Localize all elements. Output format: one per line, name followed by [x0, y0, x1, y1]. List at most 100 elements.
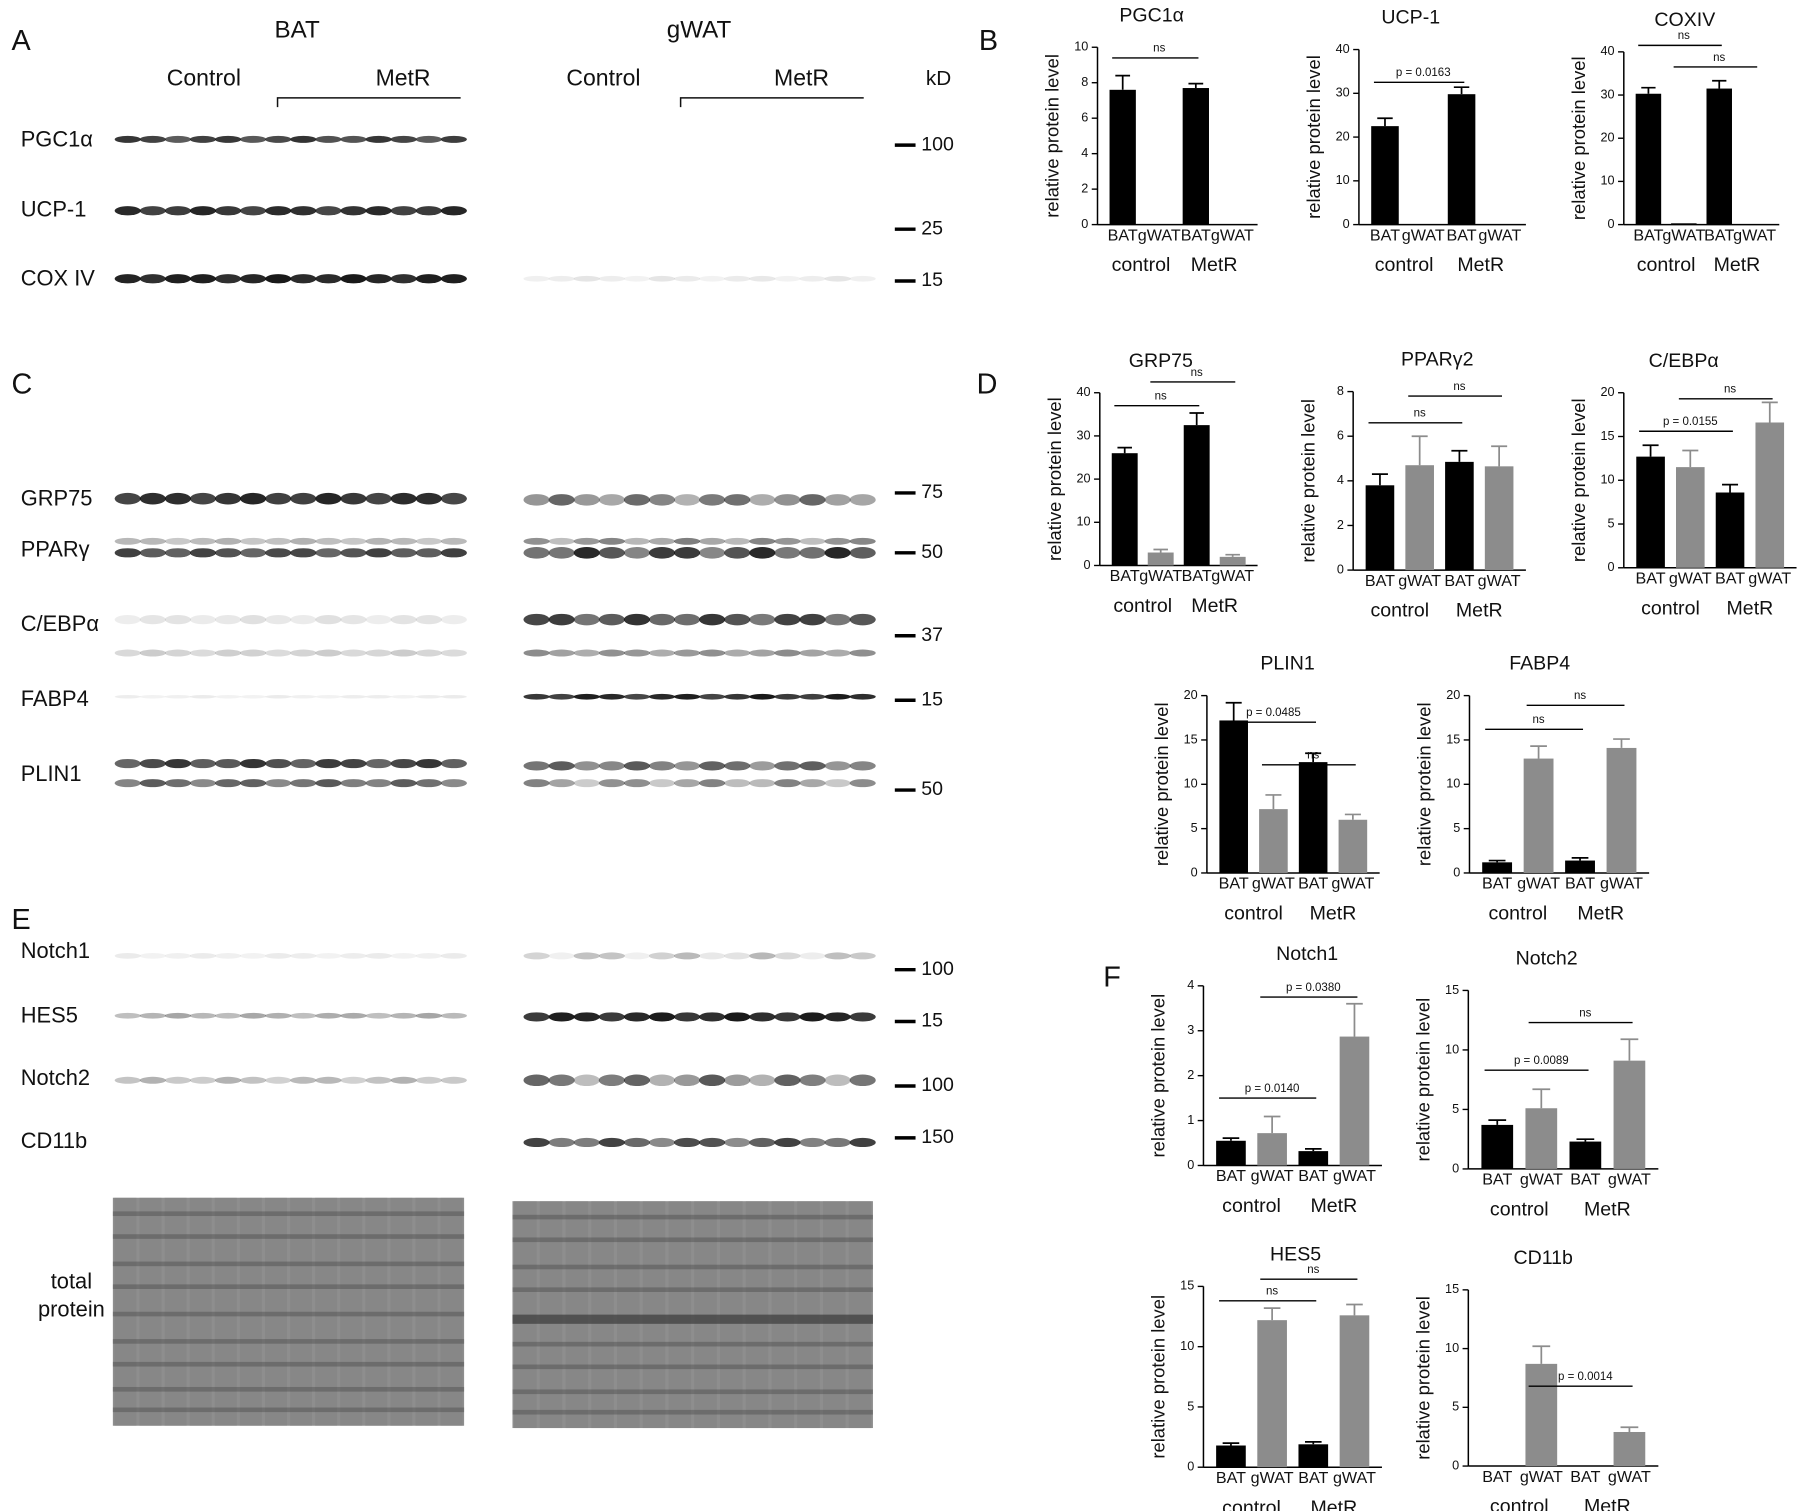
error-bar	[1491, 445, 1508, 467]
error-bar	[1532, 1345, 1551, 1364]
x-tick-label: BAT	[1216, 1469, 1246, 1487]
bar	[1706, 88, 1732, 225]
gel-lane	[189, 1197, 212, 1426]
y-tick-label: 15	[1445, 1282, 1459, 1296]
protein-label: PPARγ	[21, 536, 90, 561]
blot-band	[774, 547, 801, 559]
error-bar	[1530, 745, 1547, 759]
x-tick-label: BAT	[1298, 875, 1328, 893]
blot-band	[724, 613, 751, 626]
significance-label: p = 0.0089	[1514, 1055, 1569, 1067]
blot-band	[440, 615, 467, 625]
blot-band	[340, 206, 367, 216]
y-tick-label: 2	[1337, 518, 1344, 532]
blot-band	[674, 693, 701, 700]
error-bar	[1532, 1088, 1551, 1109]
protein-label: Notch2	[21, 1065, 90, 1090]
significance-label: ns	[1414, 408, 1426, 420]
blot-band	[340, 615, 367, 625]
blot-band	[164, 135, 191, 143]
error-bar	[1153, 548, 1168, 553]
blot-band	[114, 1012, 141, 1019]
y-tick-label: 15	[1445, 983, 1459, 997]
blot-band	[699, 761, 726, 771]
chart-title: Notch2	[1516, 948, 1578, 970]
blot-band	[415, 779, 442, 788]
x-tick-label: BAT	[1182, 567, 1212, 585]
y-axis-label: relative protein level	[1297, 399, 1318, 563]
blot-band	[548, 547, 575, 559]
marker-label: 75	[921, 481, 943, 503]
y-tick-label: 2	[1081, 181, 1088, 195]
x-tick-label: BAT	[1704, 226, 1734, 244]
group-bracket	[679, 97, 864, 108]
gel-lane	[390, 1197, 413, 1426]
significance-label: p = 0.0380	[1286, 982, 1341, 994]
group-label: control	[1488, 903, 1547, 925]
blot-band	[699, 494, 726, 506]
blot-band	[415, 1012, 442, 1019]
y-tick-label: 20	[1601, 385, 1615, 399]
blot-band	[623, 537, 650, 545]
blot-band	[573, 494, 600, 506]
group-label: MetR	[1310, 903, 1357, 925]
blot-band	[699, 275, 726, 282]
y-axis-label: relative protein level	[1044, 397, 1065, 561]
blot-band	[799, 1012, 826, 1022]
error-bar	[1620, 1038, 1639, 1061]
blot-band	[623, 494, 650, 506]
blot-band	[340, 953, 367, 959]
blot-band	[215, 953, 242, 959]
y-axis-label: relative protein level	[1303, 55, 1324, 219]
blot-band	[523, 1137, 550, 1148]
panel-letter: E	[12, 904, 31, 936]
protein-label: GRP75	[21, 486, 93, 511]
blot-band	[139, 695, 166, 699]
y-axis-label: relative protein level	[1148, 1295, 1169, 1459]
error-bar	[1761, 401, 1778, 423]
blot-band	[548, 693, 575, 700]
total-protein-label: protein	[38, 1296, 105, 1321]
blot-band	[315, 548, 342, 558]
blot-band	[724, 537, 751, 545]
gel-band	[112, 1261, 465, 1267]
y-tick-label: 40	[1077, 385, 1091, 399]
blot-band	[648, 494, 676, 506]
error-bar	[1641, 86, 1656, 94]
blot-band	[390, 615, 417, 625]
blot-band	[390, 274, 417, 284]
blot-band	[139, 953, 166, 959]
blot-band	[139, 758, 166, 769]
y-tick-label: 4	[1187, 978, 1194, 992]
x-tick-label: BAT	[1633, 226, 1663, 244]
group-label: MetR	[1577, 903, 1624, 925]
blot-band	[365, 1012, 392, 1019]
blot-band	[674, 494, 701, 506]
bar	[1636, 456, 1665, 568]
gel-lane	[290, 1197, 313, 1426]
gel-band	[512, 1409, 873, 1415]
blot-band	[824, 1137, 851, 1148]
x-tick-label: gWAT	[1331, 875, 1374, 893]
x-tick-label: gWAT	[1520, 1171, 1563, 1189]
gel-lane	[114, 1197, 137, 1426]
blot-band	[749, 613, 776, 626]
blot-band	[315, 1076, 342, 1084]
blot-band	[674, 537, 701, 545]
blot-band	[114, 779, 141, 788]
blot-band	[623, 547, 650, 559]
blot-band	[164, 779, 191, 788]
blot-band	[139, 537, 166, 545]
blot-band	[598, 613, 625, 626]
blot-band	[440, 537, 467, 545]
blot-band	[849, 1137, 876, 1148]
blot-band	[139, 615, 166, 625]
blot-band	[623, 613, 650, 626]
significance-label: ns	[1153, 43, 1165, 55]
bar	[1606, 747, 1637, 873]
blot-band	[114, 206, 141, 216]
blot-band	[598, 537, 625, 545]
gel-band	[512, 1364, 873, 1370]
y-tick-label: 0	[1337, 562, 1344, 576]
blot-band	[340, 758, 367, 769]
